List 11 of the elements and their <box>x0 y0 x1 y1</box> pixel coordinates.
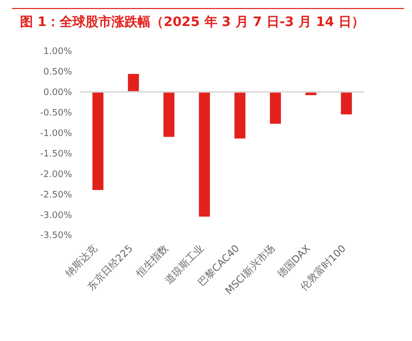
y-tick-label: -1.00% <box>40 128 72 139</box>
y-tick-label: -3.00% <box>40 210 72 221</box>
y-tick-label: -2.00% <box>40 170 72 180</box>
y-tick-label: -0.50% <box>40 108 72 119</box>
y-tick-label: 0.00% <box>43 88 72 98</box>
y-tick-label: 0.50% <box>43 68 72 78</box>
y-tick-label: 1.00% <box>43 47 72 58</box>
chart-title: 图 1：全球股市涨跌幅（2025 年 3 月 7 日-3 月 14 日） <box>19 14 366 31</box>
y-tick-label: -2.50% <box>40 190 72 200</box>
y-tick-label: -1.50% <box>40 149 72 160</box>
y-tick-label: -3.50% <box>40 231 72 242</box>
